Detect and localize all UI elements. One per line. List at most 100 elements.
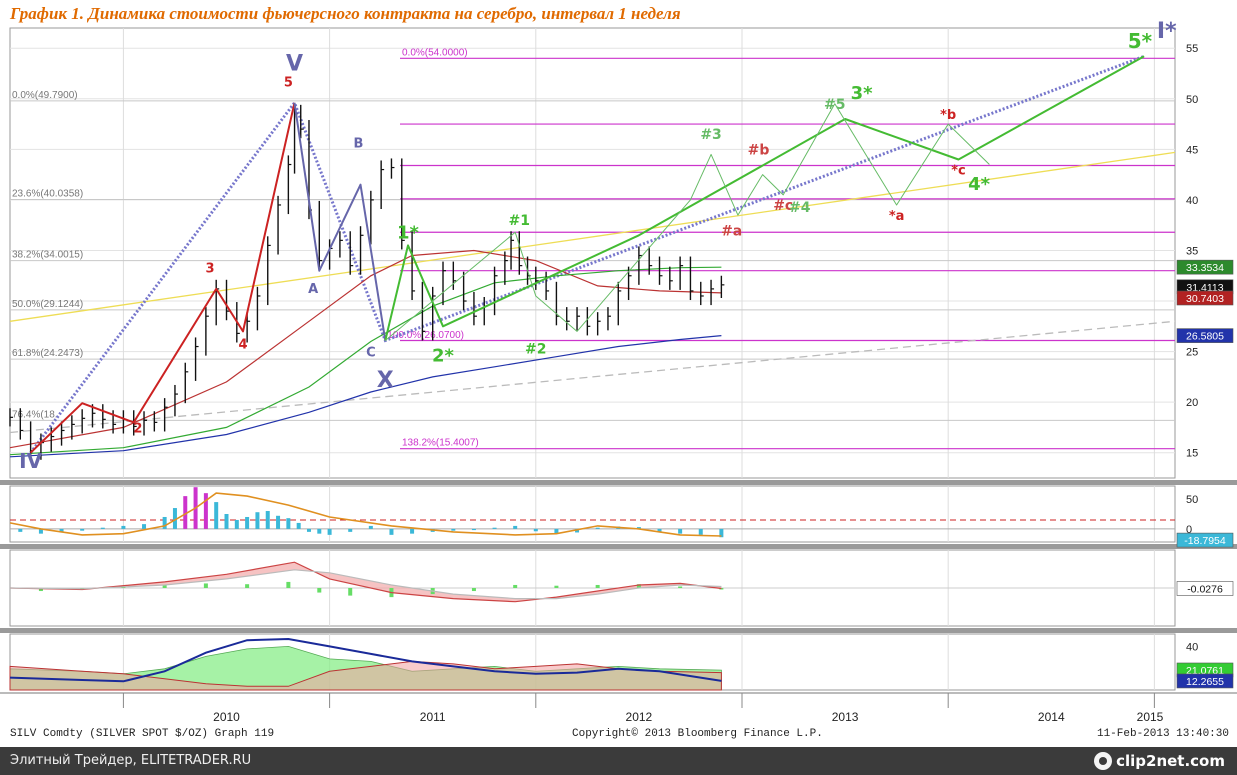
wave-label: #5 <box>824 97 845 113</box>
osc1-histogram-bar <box>719 528 724 538</box>
clip2net-logo[interactable]: clip2net.com <box>1094 750 1225 772</box>
clip2net-logo-icon <box>1094 752 1113 770</box>
dmi-y-tick-label: 40 <box>1186 641 1198 653</box>
price-badge-label: 30.7403 <box>1186 293 1224 305</box>
panel-frame-0 <box>9 27 1176 479</box>
osc2-histogram-bar <box>38 588 43 592</box>
x-tick-label: 2013 <box>832 710 859 724</box>
wave-label: #1 <box>509 213 530 229</box>
wave-label: 1* <box>397 222 420 243</box>
osc1-histogram-bar <box>59 528 64 533</box>
wave-label: *c <box>951 164 966 179</box>
price-badge: 30.7403 <box>1176 290 1234 306</box>
osc1-histogram-bar <box>255 512 260 529</box>
wave-line <box>384 103 990 341</box>
osc2-histogram-bar <box>595 584 600 588</box>
x-tick-label: 2011 <box>420 710 446 724</box>
wave-label: 4* <box>968 174 991 195</box>
osc2-badge: -0.0276 <box>1176 581 1234 596</box>
fib-level-right-label: 138.2%(15.4007) <box>402 438 479 449</box>
clip2net-logo-text: clip2net.com <box>1116 752 1225 770</box>
wave-label: #2 <box>525 342 546 358</box>
osc2-histogram-bar <box>554 585 559 588</box>
osc2-fill-area <box>10 562 722 602</box>
osc1-histogram-bar <box>121 525 126 529</box>
osc2-histogram-bar <box>317 588 322 593</box>
osc1-histogram-bar <box>265 511 270 529</box>
price-badge-label: 26.5805 <box>1186 331 1224 343</box>
osc1-histogram-bar <box>142 524 147 529</box>
fib-level-left-label: 76.4%(18. <box>12 409 58 420</box>
osc1-badge-label: -18.7954 <box>1184 535 1226 547</box>
dmi-badge-label: 12.2655 <box>1186 676 1224 688</box>
y-tick-label: 45 <box>1186 144 1198 156</box>
osc1-histogram-bar <box>595 527 600 529</box>
wave-label: 2 <box>133 421 142 436</box>
osc2-badge-label: -0.0276 <box>1187 583 1223 595</box>
wave-label: 3* <box>851 83 874 104</box>
fib-level-left-label: 61.8%(24.2473) <box>12 348 83 359</box>
osc2-badge-box <box>1176 581 1234 596</box>
osc1-histogram-bar <box>296 522 301 529</box>
y-tick-label: 55 <box>1186 43 1198 55</box>
fib-level-left-label: 23.6%(40.0358) <box>12 189 83 200</box>
timestamp-label: 11-Feb-2013 13:40:30 <box>1096 728 1229 740</box>
osc2-histogram-bar <box>636 584 641 588</box>
price-badge-box <box>1176 259 1234 275</box>
osc1-histogram-bar <box>471 528 476 531</box>
osc2-line <box>9 561 722 603</box>
osc1-histogram-bar <box>214 502 219 529</box>
y-tick-label: 40 <box>1186 195 1198 207</box>
wave-label: *a <box>889 209 905 224</box>
panel-separator-2 <box>0 628 1237 633</box>
osc1-histogram-bar <box>575 528 580 533</box>
y-tick-label: 25 <box>1186 347 1198 359</box>
osc2-histogram-bar <box>471 588 476 592</box>
osc1-histogram-bar <box>224 514 229 529</box>
osc1-histogram-bar <box>203 493 208 529</box>
ticker-label: SILV Comdty (SILVER SPOT $/OZ) Graph 119 <box>10 728 275 740</box>
fib-level-left-label: 38.2%(34.0015) <box>12 250 83 261</box>
osc2-histogram-bar <box>203 583 208 588</box>
dmi-adx-line <box>9 637 722 683</box>
x-tick-label: 2015 <box>1137 710 1164 724</box>
copyright-label: Copyright© 2013 Bloomberg Finance L.P. <box>572 728 823 740</box>
osc1-histogram-bar <box>183 496 188 529</box>
trend-line-dashed <box>9 320 1176 434</box>
chart-canvas: 1520253035404550552010201120122013201420… <box>0 19 1237 724</box>
osc1-histogram-bar <box>554 528 559 534</box>
wave-label: #4 <box>789 200 811 216</box>
dmi-minus-area <box>9 660 722 691</box>
fib-level-right-label: 0.0%(54.0000) <box>402 47 468 58</box>
moving-average-line <box>9 335 722 458</box>
wave-label: #b <box>748 142 770 158</box>
fib-level-left-label: 50.0%(29.1244) <box>12 299 83 310</box>
wave-line <box>293 102 387 341</box>
osc1-histogram-bar <box>100 527 105 529</box>
dmi-badge: 12.2655 <box>1176 673 1234 689</box>
wave-label: IV <box>19 449 42 473</box>
wave-label: X <box>377 368 394 393</box>
watermark-text: Элитный Трейдер, ELITETRADER.RU <box>10 753 252 768</box>
y-tick-label: 35 <box>1186 245 1198 257</box>
wave-label: *b <box>940 108 956 123</box>
chart-title: График 1. Динамика стоимости фьючерсного… <box>10 4 681 23</box>
osc1-badge-box <box>1176 532 1234 548</box>
watermark-bar: Элитный Трейдер, ELITETRADER.RU clip2net… <box>0 747 1237 775</box>
osc1-histogram-bar <box>286 518 291 529</box>
wave-label: B <box>354 136 364 151</box>
osc1-histogram-bar <box>18 528 23 532</box>
wave-label: I* <box>1157 19 1177 44</box>
y-tick-label: 20 <box>1186 397 1198 409</box>
price-badge-label: 33.3534 <box>1186 262 1224 274</box>
wave-label: #a <box>721 223 742 239</box>
wave-label: 2* <box>432 346 455 367</box>
osc2-histogram-bar <box>245 584 250 588</box>
wave-line <box>29 102 296 454</box>
osc1-histogram-bar <box>513 525 518 529</box>
osc1-y-tick-label: 50 <box>1186 494 1198 506</box>
osc2-histogram-bar <box>513 584 518 588</box>
dmi-badge-box <box>1176 673 1234 689</box>
y-tick-label: 50 <box>1186 94 1198 106</box>
osc1-histogram-bar <box>410 528 415 534</box>
